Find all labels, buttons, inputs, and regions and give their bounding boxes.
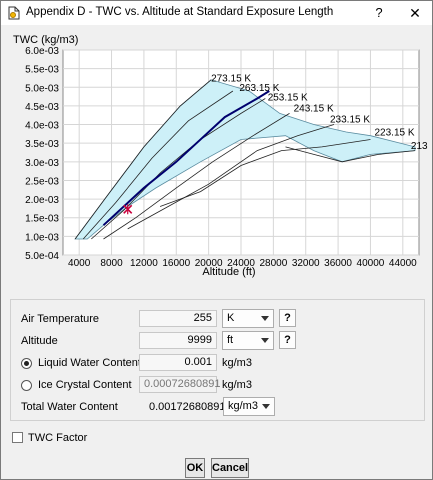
ice-crystal-content-radio[interactable] xyxy=(21,380,32,391)
twc-factor-checkbox[interactable] xyxy=(12,432,23,443)
x-axis-label: Altitude (ft) xyxy=(202,266,255,278)
isotherm-line xyxy=(159,139,371,207)
air-temperature-help-button[interactable]: ? xyxy=(279,309,296,327)
y-tick-label: 5.0e-03 xyxy=(25,83,59,94)
x-tick-label: 28000 xyxy=(259,258,287,269)
total-water-content-unit-value: kg/m3 xyxy=(228,400,258,412)
x-tick-label: 12000 xyxy=(130,258,158,269)
isotherm-label: 213 xyxy=(411,141,428,152)
isotherm-line xyxy=(91,98,266,240)
air-temperature-unit-value: K xyxy=(227,312,235,324)
input-panel: Air Temperature 255 K ? Altitude 9999 ft… xyxy=(10,299,425,421)
app-icon xyxy=(8,6,20,20)
twc-altitude-chart: 5.0e-04 1.0e-03 1.5e-03 2.0e-03 2.5e-03 3.0e-… xyxy=(13,34,428,278)
x-tick-label: 44000 xyxy=(389,258,417,269)
y-axis-label: TWC (kg/m3) xyxy=(13,34,78,46)
x-tick-label: 20000 xyxy=(195,258,223,269)
window-title: Appendix D - TWC vs. Altitude at Standar… xyxy=(26,6,334,18)
altitude-unit-value: ft xyxy=(227,334,234,346)
isotherm-label: 253.15 K xyxy=(268,92,308,103)
current-temperature-curve xyxy=(102,90,270,226)
total-water-content-unit-select[interactable]: kg/m3 xyxy=(223,397,275,416)
x-tick-label: 16000 xyxy=(162,258,190,269)
altitude-label: Altitude xyxy=(21,335,58,347)
air-temperature-input[interactable]: 255 xyxy=(139,310,217,327)
total-water-content-value: 0.00172680891 xyxy=(149,401,226,413)
isotherm-line xyxy=(285,146,416,163)
close-icon[interactable]: ✕ xyxy=(409,5,421,21)
twc-factor-label: TWC Factor xyxy=(28,432,88,444)
x-tick-label: 24000 xyxy=(227,258,255,269)
x-tick-label: 8000 xyxy=(100,258,123,269)
ice-crystal-content-input: 0.00072680891 xyxy=(139,376,220,393)
x-tick-label: 32000 xyxy=(292,258,320,269)
total-water-content-label: Total Water Content xyxy=(21,401,118,413)
isotherm-line xyxy=(103,113,290,240)
altitude-help-button[interactable]: ? xyxy=(279,331,296,349)
ok-button[interactable]: OK xyxy=(185,458,205,478)
cancel-button[interactable]: Cancel xyxy=(211,458,249,478)
isotherm-line xyxy=(127,124,335,230)
ice-crystal-content-label: Ice Crystal Content xyxy=(38,379,132,391)
x-tick-label: 36000 xyxy=(324,258,352,269)
air-temperature-unit-select[interactable]: K xyxy=(222,309,274,328)
y-tick-label: 6.0e-03 xyxy=(25,46,59,57)
isotherm-line xyxy=(82,90,234,240)
y-tick-label: 1.5e-03 xyxy=(25,214,59,225)
y-tick-label: 5.5e-03 xyxy=(25,65,59,76)
help-icon[interactable]: ? xyxy=(375,5,383,20)
y-tick-label: 3.5e-03 xyxy=(25,139,59,150)
y-tick-label: 2.0e-03 xyxy=(25,195,59,206)
y-tick-label: 2.5e-03 xyxy=(25,176,59,187)
title-bar: Appendix D - TWC vs. Altitude at Standar… xyxy=(1,1,432,25)
isotherm-label: 243.15 K xyxy=(294,104,334,115)
altitude-input[interactable]: 9999 xyxy=(139,332,217,349)
liquid-water-content-input[interactable]: 0.001 xyxy=(139,354,217,371)
x-tick-label: 4000 xyxy=(68,258,91,269)
air-temperature-label: Air Temperature xyxy=(21,313,100,325)
y-tick-label: 1.0e-03 xyxy=(25,232,59,243)
y-tick-label: 5.0e-04 xyxy=(25,251,59,262)
isotherm-line xyxy=(74,79,212,240)
chevron-down-icon xyxy=(262,404,270,409)
liquid-water-content-label: Liquid Water Content xyxy=(38,357,141,369)
isotherm-label: 273.15 K xyxy=(211,74,251,85)
liquid-water-content-unit: kg/m3 xyxy=(222,357,252,369)
y-tick-label: 3.0e-03 xyxy=(25,158,59,169)
chevron-down-icon xyxy=(261,316,269,321)
y-tick-label: 4.5e-03 xyxy=(25,102,59,113)
liquid-water-content-radio[interactable] xyxy=(21,358,32,369)
chevron-down-icon xyxy=(261,338,269,343)
ice-crystal-content-unit: kg/m3 xyxy=(222,379,252,391)
isotherm-label: 263.15 K xyxy=(239,83,279,94)
y-tick-label: 4.0e-03 xyxy=(25,121,59,132)
x-tick-label: 40000 xyxy=(357,258,385,269)
isotherm-label: 233.15 K xyxy=(330,115,370,126)
altitude-unit-select[interactable]: ft xyxy=(222,331,274,350)
isotherm-label: 223.15 K xyxy=(375,128,415,139)
